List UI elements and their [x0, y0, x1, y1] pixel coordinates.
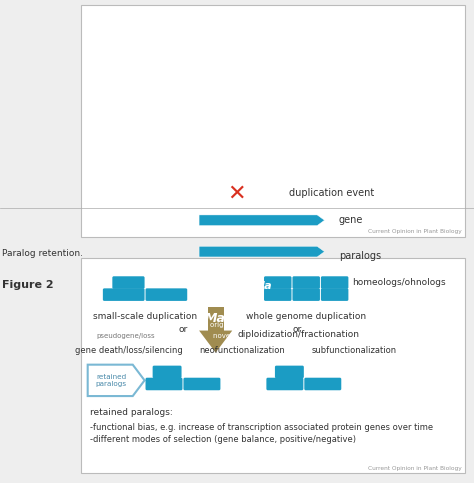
FancyBboxPatch shape [275, 366, 304, 378]
Text: neofunctionalization: neofunctionalization [199, 346, 284, 355]
FancyArrow shape [199, 246, 325, 257]
FancyBboxPatch shape [146, 288, 187, 301]
FancyArrow shape [310, 320, 392, 329]
Text: novel function: novel function [213, 333, 264, 339]
Text: Current Opinion in Plant Biology: Current Opinion in Plant Biology [368, 466, 462, 471]
Text: subfunctionalization: subfunctionalization [312, 346, 397, 355]
Text: gene death/loss/silencing: gene death/loss/silencing [75, 346, 183, 355]
FancyArrow shape [197, 331, 280, 341]
FancyBboxPatch shape [112, 276, 145, 289]
Text: divided function: divided function [323, 322, 379, 327]
FancyArrow shape [199, 215, 325, 226]
Bar [255, 276, 271, 295]
Text: original function: original function [210, 322, 267, 327]
Text: Ma: Ma [205, 312, 226, 325]
Text: Ma: Ma [254, 281, 273, 291]
Text: small-scale duplication: small-scale duplication [93, 312, 197, 321]
Text: Figure 2: Figure 2 [2, 280, 54, 290]
FancyArrow shape [197, 320, 280, 329]
Text: whole genome duplication: whole genome duplication [246, 312, 366, 321]
Text: retained
paralogs: retained paralogs [96, 374, 127, 387]
FancyBboxPatch shape [266, 378, 303, 390]
FancyArrow shape [199, 261, 325, 271]
FancyBboxPatch shape [153, 366, 182, 378]
Text: divided function: divided function [323, 333, 379, 339]
FancyBboxPatch shape [103, 288, 145, 301]
FancyBboxPatch shape [292, 288, 320, 301]
FancyBboxPatch shape [81, 258, 465, 473]
FancyBboxPatch shape [292, 276, 320, 289]
Text: diploidization/fractionation: diploidization/fractionation [237, 330, 359, 339]
Text: duplication event: duplication event [289, 188, 374, 198]
Text: homeologs/ohnologs: homeologs/ohnologs [352, 278, 446, 287]
Text: Paralog retention.: Paralog retention. [2, 249, 83, 258]
Text: pseudogene/loss: pseudogene/loss [97, 333, 155, 339]
FancyBboxPatch shape [81, 5, 465, 237]
FancyBboxPatch shape [321, 276, 348, 289]
Text: -different modes of selection (gene balance, positive/negative): -different modes of selection (gene bala… [90, 435, 356, 444]
Text: original function: original function [97, 322, 155, 327]
FancyBboxPatch shape [183, 378, 220, 390]
Text: paralogs: paralogs [339, 252, 381, 261]
FancyArrow shape [310, 331, 392, 341]
Text: or: or [179, 325, 188, 334]
Text: or: or [292, 325, 302, 334]
FancyArrow shape [85, 320, 166, 329]
Text: -functional bias, e.g. increase of transcription associated protein genes over t: -functional bias, e.g. increase of trans… [90, 423, 433, 432]
FancyBboxPatch shape [264, 288, 292, 301]
Text: gene: gene [339, 215, 363, 225]
FancyBboxPatch shape [146, 378, 182, 390]
FancyBboxPatch shape [264, 276, 292, 289]
Polygon shape [248, 295, 279, 313]
Text: ✕: ✕ [228, 183, 246, 203]
FancyBboxPatch shape [304, 378, 341, 390]
Bar [208, 307, 224, 330]
Text: retained paralogs:: retained paralogs: [90, 408, 173, 417]
Polygon shape [199, 330, 232, 353]
FancyBboxPatch shape [321, 288, 348, 301]
FancyArrow shape [85, 331, 166, 341]
Text: Current Opinion in Plant Biology: Current Opinion in Plant Biology [368, 229, 462, 234]
